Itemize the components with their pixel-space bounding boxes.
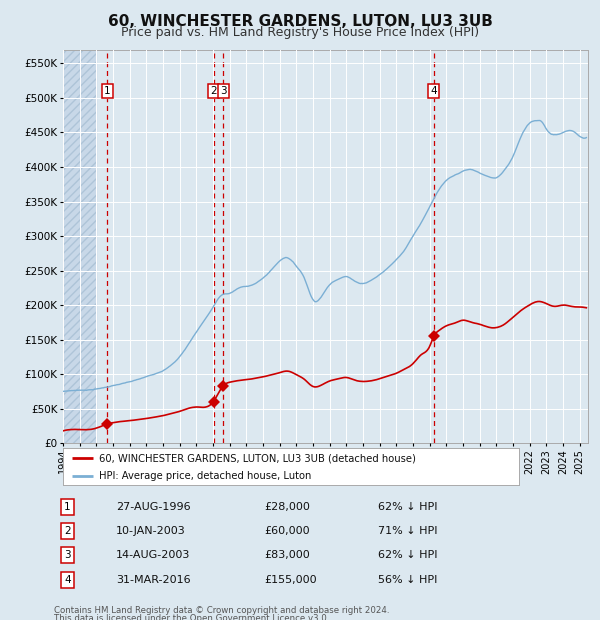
Bar xyxy=(63,50,97,443)
Text: 3: 3 xyxy=(220,86,227,96)
Text: 3: 3 xyxy=(64,551,71,560)
Text: 71% ↓ HPI: 71% ↓ HPI xyxy=(378,526,437,536)
Text: 31-MAR-2016: 31-MAR-2016 xyxy=(116,575,191,585)
Text: 62% ↓ HPI: 62% ↓ HPI xyxy=(378,502,437,512)
Text: Contains HM Land Registry data © Crown copyright and database right 2024.: Contains HM Land Registry data © Crown c… xyxy=(54,606,389,616)
Text: HPI: Average price, detached house, Luton: HPI: Average price, detached house, Luto… xyxy=(98,471,311,481)
Text: 4: 4 xyxy=(431,86,437,96)
Text: 2: 2 xyxy=(210,86,217,96)
Text: £155,000: £155,000 xyxy=(265,575,317,585)
Text: Price paid vs. HM Land Registry's House Price Index (HPI): Price paid vs. HM Land Registry's House … xyxy=(121,26,479,39)
Text: £28,000: £28,000 xyxy=(265,502,310,512)
Bar xyxy=(63,50,97,443)
Text: 56% ↓ HPI: 56% ↓ HPI xyxy=(378,575,437,585)
Text: 2: 2 xyxy=(64,526,71,536)
Text: 1: 1 xyxy=(64,502,71,512)
Text: This data is licensed under the Open Government Licence v3.0.: This data is licensed under the Open Gov… xyxy=(54,614,329,620)
Text: 4: 4 xyxy=(64,575,71,585)
Text: £60,000: £60,000 xyxy=(265,526,310,536)
Text: 14-AUG-2003: 14-AUG-2003 xyxy=(116,551,190,560)
Text: 27-AUG-1996: 27-AUG-1996 xyxy=(116,502,191,512)
Text: 60, WINCHESTER GARDENS, LUTON, LU3 3UB: 60, WINCHESTER GARDENS, LUTON, LU3 3UB xyxy=(107,14,493,29)
Text: 62% ↓ HPI: 62% ↓ HPI xyxy=(378,551,437,560)
Text: 10-JAN-2003: 10-JAN-2003 xyxy=(116,526,186,536)
Text: 1: 1 xyxy=(104,86,110,96)
Text: £83,000: £83,000 xyxy=(265,551,310,560)
Text: 60, WINCHESTER GARDENS, LUTON, LU3 3UB (detached house): 60, WINCHESTER GARDENS, LUTON, LU3 3UB (… xyxy=(98,453,415,463)
